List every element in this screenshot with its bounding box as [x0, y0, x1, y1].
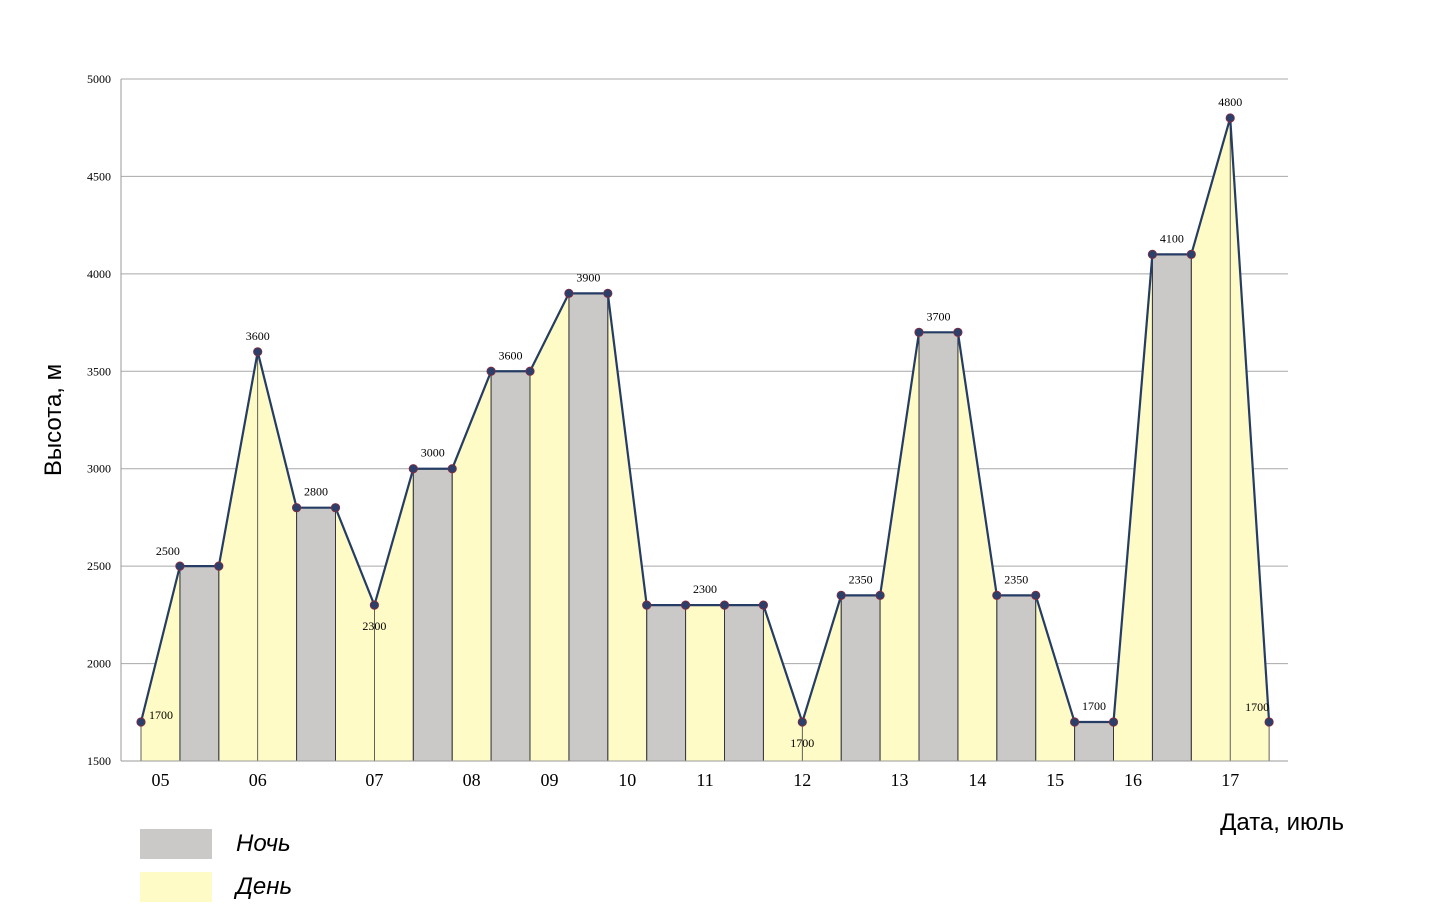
x-tick-07: 07	[365, 770, 383, 790]
legend-swatch-day	[140, 872, 212, 902]
data-point-25	[1108, 717, 1119, 727]
night-segment-9	[996, 594, 1037, 762]
data-point-4	[291, 503, 302, 513]
night-segment-2	[412, 468, 453, 762]
data-label-1: 2500	[156, 544, 180, 558]
data-point-1	[175, 561, 185, 571]
data-label-8: 2300	[693, 582, 717, 596]
night-segment-11	[1151, 253, 1192, 762]
night-segment-1	[296, 507, 336, 762]
data-label-12: 2350	[1004, 572, 1028, 586]
data-label-10: 2350	[849, 572, 873, 586]
y-tick-2000: 2000	[87, 657, 111, 671]
y-tick-2500: 2500	[87, 559, 111, 573]
data-label-9: 1700	[790, 736, 814, 750]
data-point-6	[369, 600, 379, 610]
y-tick-4500: 4500	[87, 169, 111, 183]
data-point-17	[797, 717, 807, 727]
data-point-20	[914, 327, 924, 337]
data-point-12	[603, 288, 613, 298]
data-point-11	[564, 288, 574, 298]
x-tick-17: 17	[1221, 770, 1239, 790]
data-point-26	[1147, 249, 1158, 259]
x-tick-08: 08	[463, 770, 481, 790]
x-tick-14: 14	[968, 770, 986, 790]
data-label-7: 3900	[576, 270, 600, 284]
data-point-0	[136, 717, 146, 727]
x-tick-labels: 05 06 07 08 09 10 11 12 13 14 15 16 17	[151, 770, 1239, 790]
legend: Ночь День	[140, 829, 292, 902]
x-tick-10: 10	[618, 770, 636, 790]
night-segment-10	[1074, 721, 1114, 762]
data-point-23	[1031, 590, 1041, 600]
series-line-layer	[139, 116, 1271, 724]
data-point-27	[1186, 249, 1196, 259]
data-point-9	[486, 366, 496, 376]
legend-label-night: Ночь	[236, 830, 291, 857]
data-label-6: 3600	[499, 348, 523, 362]
night-segment-3	[490, 370, 531, 762]
data-point-22	[992, 590, 1002, 600]
x-tick-13: 13	[891, 770, 909, 790]
x-tick-11: 11	[696, 770, 713, 790]
data-point-21	[953, 327, 963, 337]
data-point-16	[758, 600, 769, 610]
y-tick-labels: 1500 2000 2500 3000 3500 4000 4500 5000	[87, 72, 111, 768]
x-tick-06: 06	[249, 770, 267, 790]
data-label-2: 3600	[246, 329, 270, 343]
x-tick-12: 12	[793, 770, 811, 790]
axes	[120, 79, 1288, 762]
x-tick-09: 09	[540, 770, 558, 790]
y-tick-5000: 5000	[87, 72, 111, 86]
area-fills	[140, 117, 1270, 762]
night-segment-5	[646, 604, 687, 762]
y-tick-1500: 1500	[87, 754, 111, 768]
data-point-8	[447, 464, 457, 474]
y-tick-4000: 4000	[87, 267, 111, 281]
data-label-13: 1700	[1082, 699, 1106, 713]
data-point-28	[1225, 113, 1235, 123]
x-tick-05: 05	[151, 770, 169, 790]
y-tick-3000: 3000	[87, 462, 111, 476]
data-label-0: 1700	[149, 708, 173, 722]
night-segment-7	[840, 594, 881, 762]
night-segment-8	[918, 331, 959, 762]
y-tick-3500: 3500	[87, 364, 111, 378]
x-axis-title: Дата, июль	[1220, 809, 1344, 836]
data-label-16: 1700	[1245, 700, 1269, 714]
data-point-5	[330, 503, 341, 513]
series-line	[139, 116, 1271, 724]
data-point-18	[836, 590, 846, 600]
data-label-3: 2800	[304, 485, 328, 499]
night-segment-0	[179, 565, 220, 762]
data-label-11: 3700	[926, 309, 950, 323]
y-axis-title: Высота, м	[40, 364, 67, 476]
data-point-24	[1070, 717, 1080, 727]
legend-label-day: День	[233, 873, 292, 900]
night-segment-4	[568, 292, 609, 762]
data-label-14: 4100	[1160, 231, 1184, 245]
data-point-13	[642, 600, 652, 610]
data-point-15	[719, 600, 730, 610]
data-point-7	[408, 464, 418, 474]
x-tick-16: 16	[1124, 770, 1142, 790]
x-tick-15: 15	[1046, 770, 1064, 790]
data-point-14	[680, 600, 691, 610]
data-label-4: 2300	[362, 619, 386, 633]
night-segment-6	[724, 604, 764, 762]
markers	[136, 113, 1274, 727]
data-labels: 1700 2500 3600 2800 2300 3000 3600 3900 2300 1700…	[149, 95, 1269, 750]
data-point-29	[1264, 717, 1274, 727]
data-point-3	[253, 347, 263, 357]
data-label-15: 4800	[1218, 95, 1242, 109]
data-point-10	[525, 366, 535, 376]
legend-swatch-night	[140, 829, 212, 859]
data-label-5: 3000	[421, 446, 445, 460]
data-point-19	[875, 590, 885, 600]
data-point-2	[214, 561, 224, 571]
